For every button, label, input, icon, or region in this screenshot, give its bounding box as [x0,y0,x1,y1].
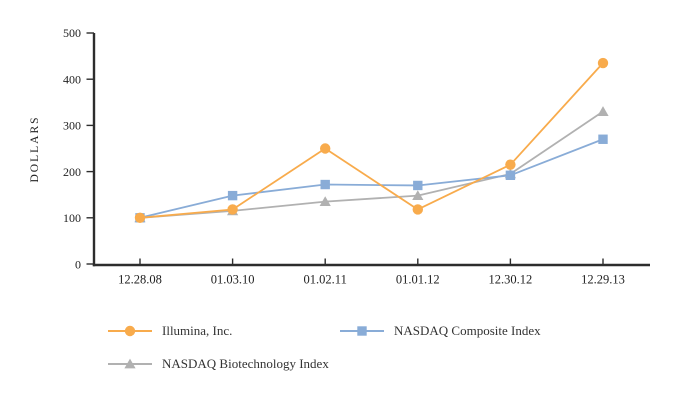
legend-item-nasdaq-biotech: NASDAQ Biotechnology Index [107,356,329,371]
circle-marker [412,204,423,215]
x-tick-label: 12.29.13 [581,273,625,287]
x-tick-label: 12.30.12 [489,273,533,287]
y-tick-label: 500 [63,26,81,40]
square-marker [227,190,238,201]
square-marker [413,180,423,191]
square-marker [598,134,608,144]
square-marker [505,170,516,180]
x-tick-label: 01.01.12 [396,273,440,287]
y-tick-label: 300 [63,119,81,133]
square-marker [357,326,367,336]
triangle-marker [597,106,609,116]
y-tick-label: 400 [63,72,81,86]
series-line [139,138,604,219]
legend-item-illumina: Illumina, Inc. [107,323,233,338]
triangle-marker [319,196,331,207]
series-line [139,110,604,219]
y-tick-label: 100 [63,211,81,225]
line-triangle-marker-icon [108,358,152,369]
legend-label-illumina: Illumina, Inc. [162,323,233,338]
line-circle-marker-icon [108,325,152,337]
y-tick-label: 200 [63,165,81,179]
legend-label-nasdaq-composite: NASDAQ Composite Index [394,323,541,338]
series-circle [134,57,609,223]
triangle-marker [124,358,136,369]
circle-marker [597,57,609,69]
y-tick-labels: 0 100 200 300 400 500 [63,26,81,272]
x-tick-labels: 12.28.08 01.03.10 01.02.11 01.01.12 12.3… [118,273,625,287]
legend-item-nasdaq-composite: NASDAQ Composite Index [339,323,541,338]
x-tick-label: 12.28.08 [118,273,162,287]
circle-marker [227,204,238,215]
triangle-marker [412,190,424,201]
circle-marker [124,325,136,337]
circle-marker [134,212,146,223]
legend-label-nasdaq-biotech: NASDAQ Biotechnology Index [162,356,329,371]
x-tick-label: 01.02.11 [304,273,347,287]
series-line [139,62,604,219]
y-axis-title: DOLLARS [29,115,41,182]
circle-marker [320,143,331,154]
axes [92,33,650,267]
y-tick-label: 0 [75,258,81,272]
square-marker [320,179,330,190]
circle-marker [505,159,516,170]
line-square-marker-icon [340,326,384,336]
tick-marks [86,32,604,265]
series-layer [134,57,609,223]
x-tick-label: 01.03.10 [211,273,255,287]
